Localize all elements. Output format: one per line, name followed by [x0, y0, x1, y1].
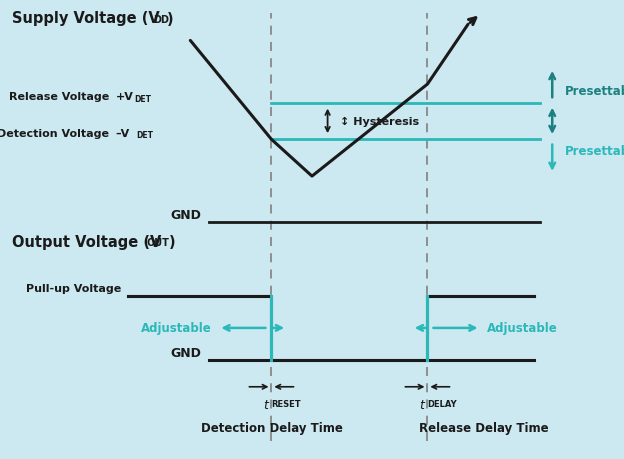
Text: Output Voltage (V: Output Voltage (V [12, 234, 162, 249]
Text: Release Voltage: Release Voltage [9, 92, 109, 102]
Text: DET: DET [134, 94, 151, 103]
Text: DET: DET [136, 131, 153, 140]
Text: t: t [419, 398, 424, 411]
Text: ): ) [168, 234, 175, 249]
Text: DD: DD [153, 15, 169, 25]
Text: –V: –V [115, 129, 130, 139]
Text: t: t [263, 398, 268, 411]
Text: GND: GND [171, 208, 202, 221]
Text: GND: GND [171, 346, 202, 359]
Text: ↕ Hysteresis: ↕ Hysteresis [340, 117, 419, 127]
Text: RESET: RESET [271, 399, 301, 409]
Text: Pull-up Voltage: Pull-up Voltage [26, 284, 122, 294]
Text: Supply Voltage (V: Supply Voltage (V [12, 11, 160, 27]
Text: Adjustable: Adjustable [487, 322, 557, 335]
Text: OUT: OUT [147, 237, 170, 247]
Text: +V: +V [115, 92, 134, 102]
Text: Presettable: Presettable [565, 145, 624, 158]
Text: DELAY: DELAY [427, 399, 457, 409]
Text: ): ) [167, 11, 174, 27]
Text: Detection Delay Time: Detection Delay Time [200, 421, 343, 434]
Text: Adjustable: Adjustable [142, 322, 212, 335]
Text: Presettable: Presettable [565, 85, 624, 98]
Text: Release Delay Time: Release Delay Time [419, 421, 548, 434]
Text: Detection Voltage: Detection Voltage [0, 129, 109, 139]
